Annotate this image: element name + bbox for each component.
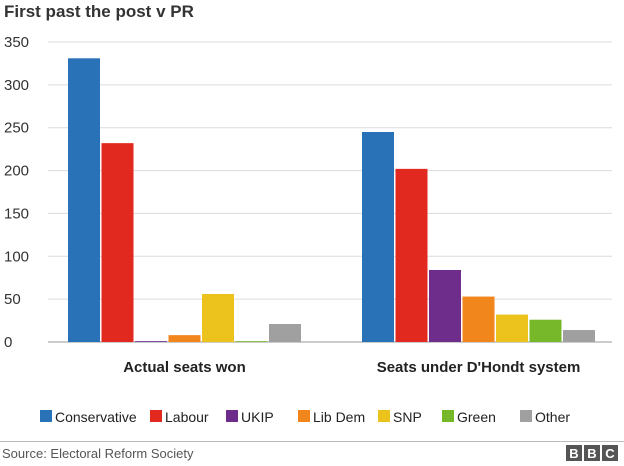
bbc-logo-letter: B bbox=[566, 445, 582, 461]
bar-conservative bbox=[362, 132, 394, 342]
legend-label: Conservative bbox=[55, 409, 137, 425]
y-tick-label: 100 bbox=[4, 248, 29, 265]
bar-lib-dem bbox=[168, 335, 201, 342]
bar-labour bbox=[395, 168, 428, 342]
legend-swatch bbox=[226, 410, 238, 422]
bar-ukip bbox=[429, 270, 461, 342]
legend-label: SNP bbox=[393, 409, 422, 425]
bar-green bbox=[235, 341, 268, 342]
bar-ukip bbox=[135, 341, 167, 342]
bbc-logo: B B C bbox=[566, 445, 618, 461]
chart-title: First past the post v PR bbox=[4, 2, 194, 21]
legend-swatch bbox=[378, 410, 390, 422]
bar-snp bbox=[202, 294, 234, 342]
bar-conservative bbox=[68, 58, 100, 343]
legend-swatch bbox=[520, 410, 532, 422]
category-label: Actual seats won bbox=[123, 359, 246, 376]
bar-chart: 0 50 100 150 200 250 300 350 Actual seats won Sea… bbox=[4, 34, 612, 425]
bar-other bbox=[563, 330, 595, 342]
bar-snp bbox=[496, 314, 528, 342]
legend-label: Lib Dem bbox=[313, 409, 365, 425]
legend-swatch bbox=[40, 410, 52, 422]
bar-lib-dem bbox=[462, 296, 495, 342]
y-tick-label: 250 bbox=[4, 120, 29, 137]
bar-other bbox=[269, 324, 301, 342]
legend-swatch bbox=[298, 410, 310, 422]
legend-swatch bbox=[442, 410, 454, 422]
legend-label: Labour bbox=[165, 409, 209, 425]
bbc-logo-letter: C bbox=[602, 445, 618, 461]
legend-label: Green bbox=[457, 409, 496, 425]
legend-swatch bbox=[150, 410, 162, 422]
legend-label: Other bbox=[535, 409, 570, 425]
legend-label: UKIP bbox=[241, 409, 274, 425]
bar-green bbox=[529, 319, 562, 342]
footer-divider bbox=[0, 441, 624, 442]
y-tick-label: 150 bbox=[4, 205, 29, 222]
bar-labour bbox=[101, 143, 134, 342]
y-tick-label: 50 bbox=[4, 291, 21, 308]
source-note: Source: Electoral Reform Society bbox=[2, 446, 194, 461]
y-tick-label: 0 bbox=[4, 334, 12, 351]
y-tick-label: 200 bbox=[4, 163, 29, 180]
category-label: Seats under D'Hondt system bbox=[377, 359, 581, 376]
y-tick-label: 350 bbox=[4, 34, 29, 51]
bbc-logo-letter: B bbox=[584, 445, 600, 461]
y-tick-label: 300 bbox=[4, 77, 29, 94]
